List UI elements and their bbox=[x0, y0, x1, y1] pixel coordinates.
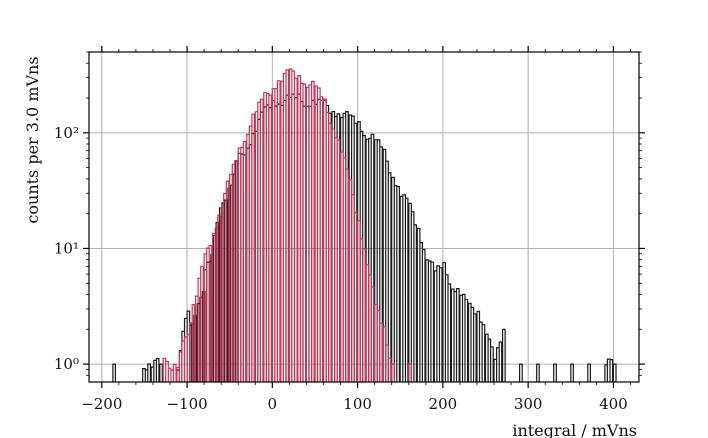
grid bbox=[89, 52, 639, 382]
plot-frame bbox=[88, 51, 640, 383]
x-tick-label: 400 bbox=[599, 395, 628, 413]
y-tick-label: 10² bbox=[54, 124, 79, 142]
y-tick-label: 10¹ bbox=[54, 239, 79, 257]
x-tick-label: 200 bbox=[429, 395, 458, 413]
x-tick-label: −100 bbox=[166, 395, 207, 413]
histogram-series-2 bbox=[162, 68, 412, 382]
series-group bbox=[112, 68, 617, 382]
x-tick-label: 300 bbox=[514, 395, 543, 413]
ticks: −200 −100 0 100 200 300 400 10⁰ 10¹ 10² bbox=[54, 46, 645, 413]
x-tick-label: −200 bbox=[81, 395, 122, 413]
y-tick-label: 10⁰ bbox=[54, 355, 79, 373]
histogram-series-1 bbox=[112, 93, 617, 382]
x-tick-label: 100 bbox=[343, 395, 372, 413]
x-axis-label: integral / mVns bbox=[512, 421, 637, 438]
x-tick-label: 0 bbox=[268, 395, 278, 413]
y-axis-label: counts per 3.0 mVns bbox=[23, 56, 42, 223]
